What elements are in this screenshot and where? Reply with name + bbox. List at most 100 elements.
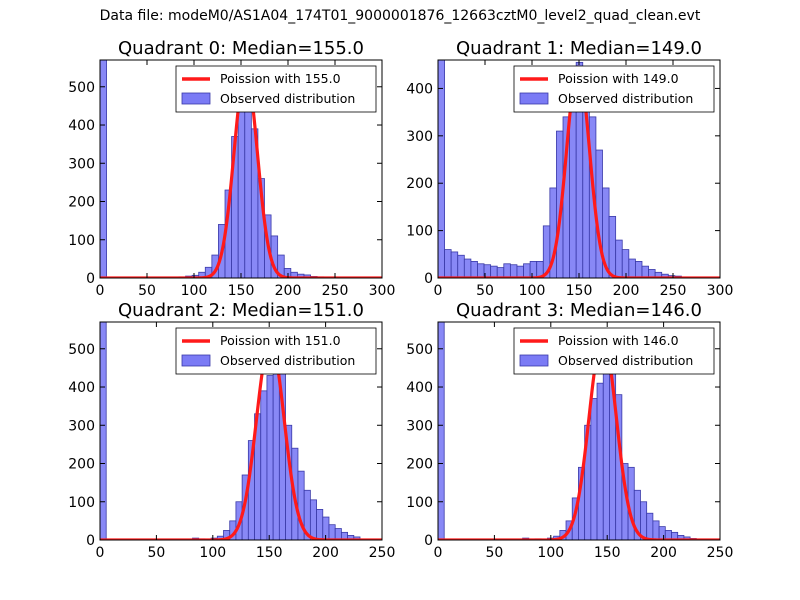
chart-panel-1: 0 50 100 150 200 250 300 0 100 200 300 400 Quadrant … <box>406 38 733 299</box>
y-tick-label: 100 <box>406 224 433 240</box>
y-tick-label: 200 <box>406 457 433 473</box>
x-tick-label: 50 <box>485 545 503 561</box>
y-tick-label: 400 <box>68 118 95 134</box>
y-tick-label: 200 <box>68 457 95 473</box>
histogram-bar <box>266 375 274 540</box>
y-tick-label: 500 <box>68 80 95 96</box>
histogram-bar <box>615 239 623 278</box>
y-tick-label: 300 <box>406 418 433 434</box>
chart-title: Quadrant 0: Median=155.0 <box>118 38 364 59</box>
x-tick-label: 250 <box>707 545 734 561</box>
histogram-bar <box>438 60 445 278</box>
poisson-curve <box>438 335 720 540</box>
histogram-bar <box>237 101 246 278</box>
histogram-bar <box>596 382 604 540</box>
legend: Poission with 155.0 Observed distribution <box>175 65 377 113</box>
legend-line-label: Poission with 155.0 <box>220 71 341 86</box>
legend-hist-swatch <box>519 92 549 105</box>
x-tick-label: 150 <box>594 545 621 561</box>
histogram-bar <box>646 512 654 540</box>
legend-hist-label: Observed distribution <box>220 91 355 106</box>
chart-panel-2: 0 50 100 150 200 250 0 100 200 300 400 500 Quadrant … <box>68 300 395 561</box>
histogram-bar <box>490 265 498 278</box>
plot-area <box>100 322 382 540</box>
histogram-bar <box>590 398 598 540</box>
histogram-bar <box>635 261 643 278</box>
y-tick-label: 300 <box>406 129 433 145</box>
x-tick-label: 100 <box>537 545 564 561</box>
y-tick-label: 100 <box>68 495 95 511</box>
y-tick-label: 0 <box>424 533 433 549</box>
x-tick-label: 300 <box>707 283 734 299</box>
y-tick-label: 0 <box>86 271 95 287</box>
chart-title: Quadrant 2: Median=151.0 <box>118 300 364 321</box>
plot-area <box>438 322 720 540</box>
y-tick-label: 0 <box>424 271 433 287</box>
histogram-bar <box>334 528 342 540</box>
histogram-bar <box>100 322 107 540</box>
histogram-bar <box>652 520 660 540</box>
histogram-bar <box>444 249 452 278</box>
legend: Poission with 146.0 Observed distribution <box>513 327 715 375</box>
y-tick-label: 400 <box>406 81 433 97</box>
histogram-bar <box>309 499 317 540</box>
x-tick-label: 250 <box>369 545 396 561</box>
histogram-bar <box>477 263 485 278</box>
histogram-bar <box>658 526 666 540</box>
x-tick-label: 150 <box>228 283 255 299</box>
x-tick-label: 150 <box>566 283 593 299</box>
histogram-bar <box>640 501 648 540</box>
histogram-bar <box>450 251 459 278</box>
y-tick-label: 200 <box>406 176 433 192</box>
histogram-bar <box>457 254 465 278</box>
x-tick-label: 50 <box>147 545 165 561</box>
y-tick-label: 500 <box>68 342 95 358</box>
chart-panel-3: 0 50 100 150 200 250 0 100 200 300 400 500 Quadrant … <box>406 300 733 561</box>
histogram-bar <box>608 215 617 278</box>
x-tick-label: 200 <box>613 283 640 299</box>
legend-hist-label: Observed distribution <box>558 91 693 106</box>
histogram-bar <box>463 258 472 278</box>
histogram-bar <box>503 263 511 278</box>
y-tick-label: 300 <box>68 156 95 172</box>
x-tick-label: 50 <box>476 283 494 299</box>
legend-line-label: Poission with 149.0 <box>558 71 679 86</box>
x-tick-label: 100 <box>519 283 546 299</box>
histogram-bar <box>438 322 445 540</box>
x-tick-label: 200 <box>275 283 302 299</box>
chart-panel-0: 0 50 100 150 200 250 300 0 100 200 300 400 500 Quadra… <box>68 38 395 299</box>
legend: Poission with 149.0 Observed distribution <box>513 65 715 113</box>
x-tick-label: 300 <box>369 283 396 299</box>
y-tick-label: 400 <box>406 380 433 396</box>
histogram-bar <box>509 264 518 278</box>
histogram-bar <box>470 261 478 278</box>
x-tick-label: 0 <box>96 283 105 299</box>
axes-frame <box>437 321 721 541</box>
histogram-bar <box>328 524 336 540</box>
x-tick-label: 0 <box>434 545 443 561</box>
x-tick-label: 150 <box>256 545 283 561</box>
histogram-bar <box>569 97 577 278</box>
y-tick-label: 500 <box>406 342 433 358</box>
y-tick-label: 100 <box>68 233 95 249</box>
x-tick-label: 250 <box>322 283 349 299</box>
histogram-bar <box>628 258 636 278</box>
y-tick-label: 200 <box>68 195 95 211</box>
x-tick-label: 100 <box>181 283 208 299</box>
poisson-curve <box>100 339 382 540</box>
legend-hist-swatch <box>181 92 211 105</box>
y-tick-label: 100 <box>406 495 433 511</box>
histogram-bar <box>523 263 531 278</box>
histogram-bar <box>641 265 649 278</box>
x-tick-label: 250 <box>660 283 687 299</box>
axes-frame <box>99 321 383 541</box>
y-tick-label: 0 <box>86 533 95 549</box>
y-tick-label: 400 <box>68 380 95 396</box>
x-tick-label: 200 <box>312 545 339 561</box>
chart-title: Quadrant 3: Median=146.0 <box>456 300 702 321</box>
histogram-bar <box>516 265 524 278</box>
x-tick-label: 50 <box>138 283 156 299</box>
histogram-bar <box>260 390 268 540</box>
legend-hist-label: Observed distribution <box>220 353 355 368</box>
